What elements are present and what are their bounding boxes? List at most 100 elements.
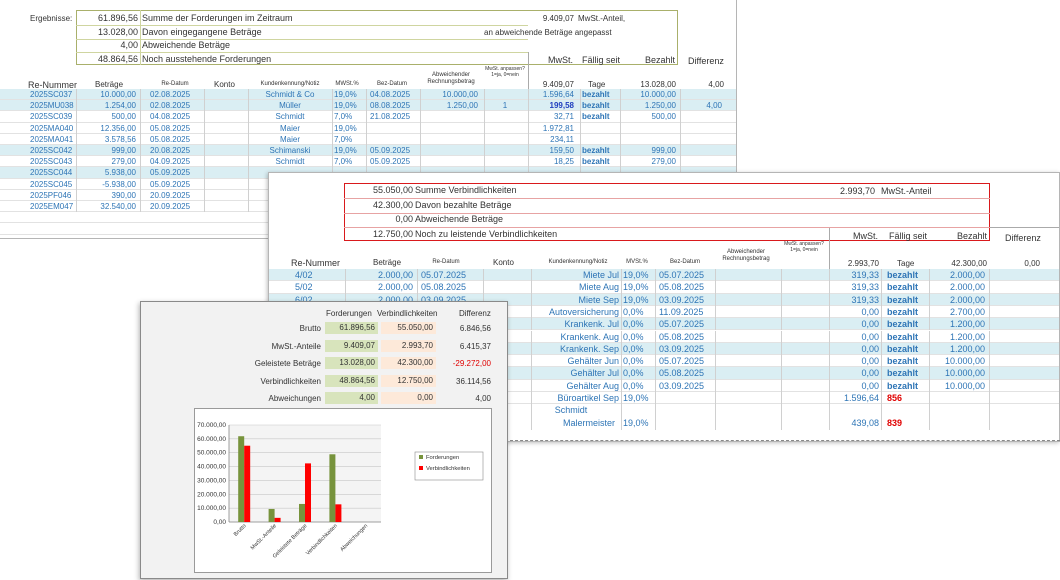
cell-border bbox=[989, 281, 990, 294]
cell-border bbox=[715, 281, 716, 294]
table-row[interactable]: 2025SC037 10.000,00 02.08.2025 Schmidt & Co… bbox=[0, 89, 736, 101]
liabilities-mwst-header: MwSt. bbox=[853, 231, 879, 241]
cell-border bbox=[140, 111, 141, 123]
table-row[interactable]: 2025MA040 12.356,00 05.08.2025 Maier 19,0% 1.… bbox=[0, 122, 736, 134]
table-row[interactable]: 2025MU038 1.254,00 02.08.2025 Müller 19,0% 08… bbox=[0, 100, 736, 112]
cell-border bbox=[680, 100, 681, 112]
bez-datum: 05.09.2025 bbox=[370, 146, 411, 155]
mwst-anpassen: 1 bbox=[502, 101, 508, 111]
ov-verb: 2.993,70 bbox=[381, 339, 436, 352]
re-datum: 02.08.2025 bbox=[150, 90, 191, 99]
bez-datum: 03.09.2025 bbox=[659, 380, 705, 391]
table-row[interactable]: 2025MA041 3.578,56 05.08.2025 Maier 7,0% 234,… bbox=[0, 133, 736, 145]
kunde: Miete Jul bbox=[582, 270, 619, 280]
re-nummer: 2025SC037 bbox=[30, 90, 73, 99]
mwst-pct: 7,0% bbox=[334, 157, 353, 167]
mwst-pct: 19,0% bbox=[334, 123, 357, 133]
cell-border bbox=[881, 281, 882, 294]
cell-border bbox=[621, 367, 622, 380]
ov-header-diff: Differenz bbox=[459, 309, 491, 318]
row-mwst: 0,00 bbox=[861, 306, 879, 317]
status: bezahlt bbox=[887, 356, 919, 367]
x-tick-label: Abweichungen bbox=[339, 523, 369, 553]
bez-datum: 03.09.2025 bbox=[659, 343, 705, 354]
cell-border bbox=[366, 100, 367, 112]
legend-label: Forderungen bbox=[426, 455, 459, 461]
cell-border bbox=[989, 404, 990, 431]
ov-diff: 6.846,56 bbox=[459, 324, 491, 333]
cell-border bbox=[680, 111, 681, 123]
table-row[interactable]: 2025SC042 999,00 20.08.2025 Schimanski 19,0%… bbox=[0, 145, 736, 157]
bezahlt: 279,00 bbox=[651, 157, 676, 167]
kunde: Miete Aug bbox=[578, 282, 619, 293]
cell-border bbox=[420, 133, 421, 145]
cell-border bbox=[484, 100, 485, 112]
cell-border bbox=[829, 392, 830, 405]
status: 839 bbox=[887, 418, 903, 429]
x-tick-label: Verbindlichkeiten bbox=[305, 523, 339, 557]
liabilities-vat-label: MwSt.-Anteil bbox=[881, 186, 932, 196]
cell-border bbox=[332, 89, 333, 101]
cell-border bbox=[929, 330, 930, 343]
col-mwst-anpassen: MwSt. anpassen? 1=ja, 0=nein bbox=[485, 66, 525, 78]
table-row[interactable]: 5/02 2.000,00 05.08.2025 Miete Aug 19,0% 05.0… bbox=[269, 281, 1059, 294]
mwst-pct: 0,0% bbox=[623, 356, 644, 367]
cell-border bbox=[881, 342, 882, 356]
ov-verb: 42.300,00 bbox=[381, 357, 436, 369]
cell-border bbox=[829, 355, 830, 368]
liabilities-differenz-total: 0,00 bbox=[1024, 259, 1040, 268]
l-col-re-datum: Re-Datum bbox=[432, 259, 460, 265]
cell-border bbox=[715, 342, 716, 356]
abw-betrag: 10.000,00 bbox=[442, 90, 478, 99]
kunde: Müller bbox=[279, 101, 301, 111]
table-row[interactable]: 2025SC039 500,00 04.08.2025 Schmidt 7,0% 21.0… bbox=[0, 111, 736, 123]
cell-border bbox=[531, 281, 532, 294]
cell-border bbox=[620, 133, 621, 145]
col-kunde: Kundenkennung/Notiz bbox=[260, 81, 320, 87]
table-row[interactable]: 2025SC043 279,00 04.09.2025 Schmidt 7,0% 05.0… bbox=[0, 156, 736, 168]
mwst-pct: 0,0% bbox=[623, 319, 644, 330]
cell-border bbox=[531, 330, 532, 343]
cell-border bbox=[989, 318, 990, 331]
cell-border bbox=[204, 100, 205, 112]
cell-border bbox=[621, 404, 622, 431]
cell-border bbox=[655, 269, 656, 282]
receivables-bezahlt-total: 13.028,00 bbox=[640, 80, 676, 89]
legend-swatch bbox=[419, 466, 423, 470]
bezahlt: 999,00 bbox=[651, 146, 676, 155]
col-mwst-pct: MWSt.% bbox=[335, 81, 359, 87]
cell-border bbox=[655, 318, 656, 331]
cell-border bbox=[829, 269, 830, 282]
bez-datum: 21.08.2025 bbox=[370, 112, 411, 122]
status: bezahlt bbox=[887, 331, 919, 342]
liabilities-vat-total: 2.993,70 bbox=[839, 186, 875, 196]
cell-border bbox=[655, 404, 656, 431]
cell-border bbox=[620, 156, 621, 168]
l-col-kunde: Kundenkennung/Notiz bbox=[548, 259, 608, 265]
l-summary-value: 0,00 bbox=[395, 214, 413, 224]
cell-border bbox=[929, 305, 930, 319]
cell-border bbox=[528, 156, 529, 168]
ov-verb: 12.750,00 bbox=[381, 374, 436, 387]
cell-border bbox=[655, 367, 656, 380]
cell-border bbox=[881, 330, 882, 343]
cell-border bbox=[531, 404, 532, 431]
cell-border bbox=[580, 133, 581, 145]
betrag: 10.000,00 bbox=[100, 90, 136, 99]
bar bbox=[305, 463, 311, 522]
cell-border bbox=[366, 156, 367, 168]
cell-border bbox=[484, 89, 485, 101]
page-break-line-2 bbox=[505, 440, 1060, 441]
table-row[interactable]: 4/02 2.000,00 05.07.2025 Miete Jul 19,0% 05.0… bbox=[269, 269, 1059, 282]
cell-border bbox=[829, 342, 830, 356]
y-tick-label: 50.000,00 bbox=[197, 450, 226, 457]
cell-border bbox=[781, 404, 782, 431]
cell-border bbox=[580, 89, 581, 101]
summary-text: Davon eingegangene Beträge bbox=[142, 26, 262, 37]
cell-border bbox=[366, 122, 367, 134]
table-row[interactable]: 6/02 2.000,00 03.09.2025 Miete Sep 19,0% 03.0… bbox=[269, 293, 1059, 306]
cell-border bbox=[781, 342, 782, 356]
re-datum: 04.09.2025 bbox=[150, 157, 191, 167]
cell-border bbox=[680, 89, 681, 101]
cell-border bbox=[620, 89, 621, 101]
